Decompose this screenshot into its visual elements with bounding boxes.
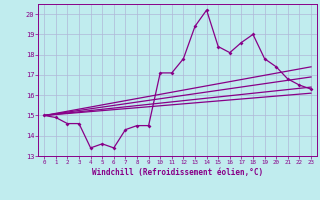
- X-axis label: Windchill (Refroidissement éolien,°C): Windchill (Refroidissement éolien,°C): [92, 168, 263, 177]
